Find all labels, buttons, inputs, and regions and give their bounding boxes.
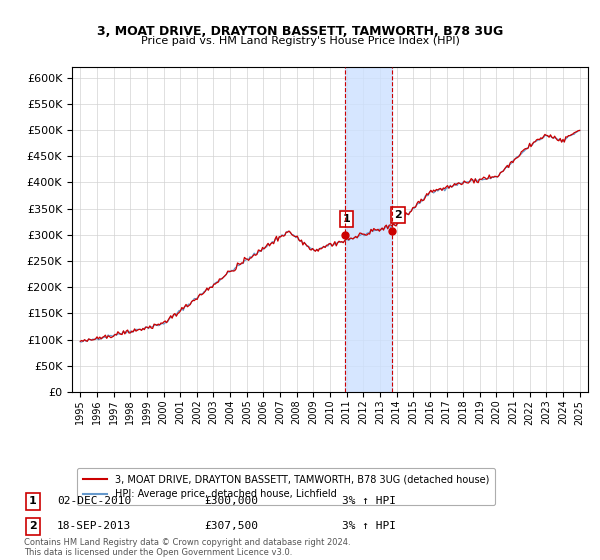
Text: 3% ↑ HPI: 3% ↑ HPI xyxy=(342,496,396,506)
Text: 2: 2 xyxy=(394,210,402,220)
Legend: 3, MOAT DRIVE, DRAYTON BASSETT, TAMWORTH, B78 3UG (detached house), HPI: Average: 3, MOAT DRIVE, DRAYTON BASSETT, TAMWORTH… xyxy=(77,468,495,505)
Text: 02-DEC-2010: 02-DEC-2010 xyxy=(57,496,131,506)
Text: 3, MOAT DRIVE, DRAYTON BASSETT, TAMWORTH, B78 3UG: 3, MOAT DRIVE, DRAYTON BASSETT, TAMWORTH… xyxy=(97,25,503,38)
Text: £300,000: £300,000 xyxy=(204,496,258,506)
Bar xyxy=(345,67,392,392)
Text: Price paid vs. HM Land Registry's House Price Index (HPI): Price paid vs. HM Land Registry's House … xyxy=(140,36,460,46)
Text: 3% ↑ HPI: 3% ↑ HPI xyxy=(342,521,396,531)
Text: 1: 1 xyxy=(29,496,37,506)
Text: 1: 1 xyxy=(343,214,350,224)
Text: Contains HM Land Registry data © Crown copyright and database right 2024.
This d: Contains HM Land Registry data © Crown c… xyxy=(24,538,350,557)
Text: 18-SEP-2013: 18-SEP-2013 xyxy=(57,521,131,531)
Text: £307,500: £307,500 xyxy=(204,521,258,531)
Text: 2: 2 xyxy=(29,521,37,531)
